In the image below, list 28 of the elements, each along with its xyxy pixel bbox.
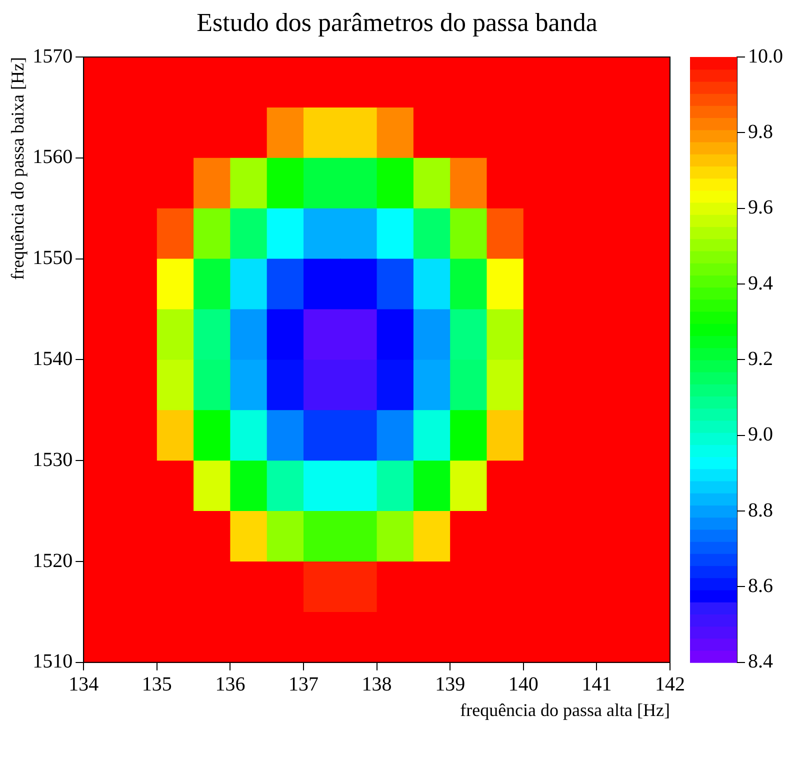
y-tick-label: 1530 [32,448,73,471]
y-axis-title: frequência do passa baixa [Hz] [8,57,28,280]
color-bar-label: 9.2 [748,348,773,370]
x-tick-label: 135 [142,674,172,696]
y-tick-label: 1550 [32,247,73,270]
x-axis-title: frequência do passa alta [Hz] [460,700,670,720]
color-bar-label: 8.6 [748,574,773,597]
x-tick-label: 139 [435,674,466,696]
y-tick-label: 1520 [32,550,73,572]
x-tick-label: 140 [508,674,538,696]
y-tick-label: 1570 [32,45,73,68]
color-bar-label: 9.4 [748,272,773,294]
x-tick-label: 142 [655,674,685,696]
x-tick-label: 141 [582,674,612,696]
color-bar-label: 8.4 [748,650,773,673]
x-tick-label: 134 [68,674,99,696]
x-tick-label: 138 [362,674,392,696]
x-tick-label: 136 [215,674,246,696]
x-tick-label: 137 [288,674,318,696]
color-bar-label: 9.6 [748,196,773,219]
y-tick-label: 1560 [32,146,73,168]
color-bar-label: 9.0 [748,424,773,446]
color-bar-label: 10.0 [748,45,783,68]
y-tick-label: 1510 [32,650,73,673]
y-tick-label: 1540 [32,348,73,370]
color-bar-label: 9.8 [748,120,773,143]
color-bar-label: 8.8 [748,499,773,522]
chart-title: Estudo dos parâmetros do passa banda [196,8,598,38]
